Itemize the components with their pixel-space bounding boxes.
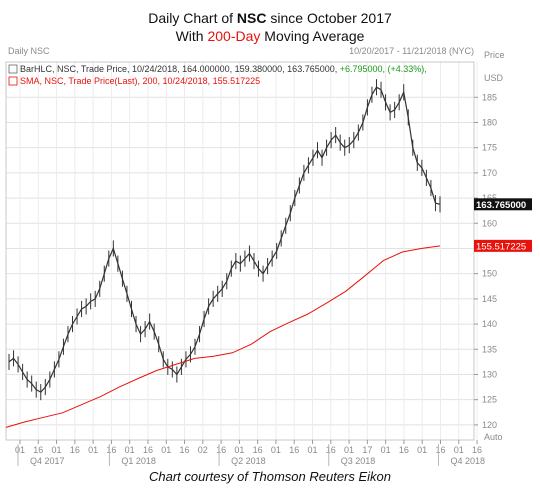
- x-tick-label: 16: [33, 445, 43, 455]
- chart-title-line2: With 200-Day Moving Average: [175, 28, 365, 44]
- legend-sma-icon: [8, 76, 18, 86]
- x-tick-label: 16: [253, 445, 263, 455]
- x-tick-label: 16: [326, 445, 336, 455]
- x-tick-label: 16: [143, 445, 153, 455]
- x-tick-label: 01: [88, 445, 98, 455]
- y-tick-label: 135: [482, 344, 497, 354]
- x-axis-ticks: 01 16 01 16 01 16 01 16 01 16 02 16 01 16 01 16 01 16 01 17…: [15, 440, 482, 455]
- ticker-symbol: NSC: [236, 10, 267, 26]
- y-axis-title: Price: [484, 50, 505, 60]
- legend: BarHLC, NSC, Trade Price, 10/24/2018, 16…: [8, 64, 427, 86]
- y-tick-label: 180: [482, 117, 497, 127]
- y-tick-label: 140: [482, 319, 497, 329]
- panel-label: Daily NSC: [8, 46, 50, 56]
- y-axis-auto-label[interactable]: Auto: [484, 432, 503, 442]
- x-tick-label: 01: [381, 445, 391, 455]
- x-tick-label: 01: [234, 445, 244, 455]
- sma-value-flag: 155.517225: [474, 239, 532, 252]
- x-tick-label: 16: [180, 445, 190, 455]
- svg-text:BarHLC, NSC, Trade Price, 10/2: BarHLC, NSC, Trade Price, 10/24/2018, 16…: [20, 64, 427, 74]
- x-tick-label: 16: [289, 445, 299, 455]
- sma-series-line: [5, 245, 441, 428]
- chart-credit: Chart courtesy of Thomson Reuters Eikon: [148, 469, 392, 484]
- quarter-label: Q1 2018: [121, 456, 156, 466]
- x-tick-label: 01: [125, 445, 135, 455]
- y-tick-label: 145: [482, 294, 497, 304]
- x-tick-label: 01: [454, 445, 464, 455]
- legend-price-label: BarHLC, NSC, Trade Price, 10/24/2018, 16…: [20, 64, 340, 74]
- y-tick-label: 120: [482, 420, 497, 430]
- x-tick-label: 16: [472, 445, 482, 455]
- y-tick-label: 125: [482, 395, 497, 405]
- ma-period-highlight: 200-Day: [207, 28, 261, 44]
- x-tick-label: 17: [362, 445, 372, 455]
- quarter-label: Q4 2017: [30, 456, 65, 466]
- last-price-value: 163.765000: [476, 200, 526, 211]
- quarter-label: Q3 2018: [341, 456, 376, 466]
- price-series-line: [8, 86, 441, 393]
- legend-sma-label: SMA, NSC, Trade Price(Last), 200, 10/24/…: [20, 76, 260, 86]
- legend-price-change: +6.795000, (+4.33%),: [340, 64, 427, 74]
- quarter-label: Q4 2018: [450, 456, 485, 466]
- chart-title-line1: Daily Chart of NSC since October 2017: [148, 10, 392, 26]
- y-tick-label: 170: [482, 168, 497, 178]
- y-tick-label: 130: [482, 369, 497, 379]
- x-tick-label: 02: [198, 445, 208, 455]
- x-tick-label: 16: [435, 445, 445, 455]
- y-axis-unit: USD: [484, 73, 504, 83]
- x-tick-label: 01: [271, 445, 281, 455]
- y-tick-label: 150: [482, 269, 497, 279]
- legend-price-icon: [8, 64, 18, 74]
- x-tick-label: 16: [216, 445, 226, 455]
- x-tick-label: 01: [161, 445, 171, 455]
- x-axis-quarters: Q4 2017 Q1 2018 Q2 2018 Q3 2018 Q4 2018: [17, 444, 485, 466]
- sma-value: 155.517225: [476, 241, 526, 252]
- x-tick-label: 01: [344, 445, 354, 455]
- price-bars: [8, 79, 441, 401]
- x-tick-label: 16: [399, 445, 409, 455]
- last-price-flag: 163.765000: [474, 198, 532, 211]
- y-tick-label: 160: [482, 218, 497, 228]
- x-tick-label: 01: [52, 445, 62, 455]
- x-tick-label: 16: [106, 445, 116, 455]
- date-range-label: 10/20/2017 - 11/21/2018 (NYC): [349, 46, 474, 56]
- x-tick-label: 01: [15, 445, 25, 455]
- y-tick-label: 185: [482, 92, 497, 102]
- y-axis-ticks: 1201251301351401451501551601651701751801…: [474, 92, 497, 430]
- x-tick-label: 01: [417, 445, 427, 455]
- y-tick-label: 175: [482, 143, 497, 153]
- x-tick-label: 01: [307, 445, 317, 455]
- x-tick-label: 16: [70, 445, 80, 455]
- y-tick-label: 165: [482, 193, 497, 203]
- quarter-label: Q2 2018: [231, 456, 266, 466]
